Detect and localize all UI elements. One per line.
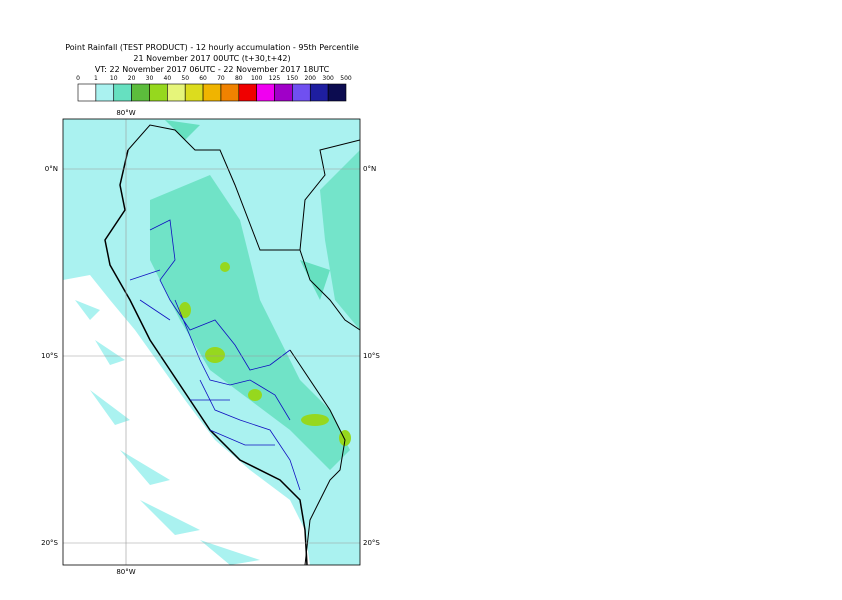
legend-label: 80 [235,75,243,82]
legend-label: 1 [94,75,98,82]
valid-time: VT: 22 November 2017 06UTC - 22 November… [95,65,330,74]
legend: 0 1 10 20 30 40 50 60 70 80 100 125 150 200 300 500 [76,75,352,102]
legend-label: 125 [269,75,281,82]
legend-label: 50 [181,75,189,82]
legend-swatch [131,83,150,102]
legend-swatch [256,83,275,102]
legend-swatch [113,83,132,102]
legend-swatch [309,83,329,102]
title: Point Rainfall (TEST PRODUCT) - 12 hourl… [65,43,359,52]
legend-label: 0 [76,75,80,82]
legend-label: 200 [305,75,317,82]
legend-swatch [149,83,168,102]
legend-label: 10 [110,75,118,82]
legend-swatch [292,83,311,102]
legend-swatch [77,83,97,102]
legend-swatch [184,83,204,102]
legend-swatch [167,83,186,102]
legend-label: 100 [251,75,263,82]
legend-label: 70 [217,75,225,82]
run-time: 21 November 2017 00UTC (t+30,t+42) [133,54,290,63]
lat-label: 20°S [363,539,380,547]
legend-swatch [327,83,347,102]
lat-label: 0°N [45,165,58,173]
legend-label: 150 [287,75,299,82]
lat-label: 20°S [41,539,58,547]
legend-label: 60 [199,75,207,82]
lon-label: 80°W [116,109,135,117]
legend-label: 30 [146,75,154,82]
map: 0°N 10°S 20°S 0°N 10°S 20°S 80°W 80°W [41,109,380,576]
legend-label: 20 [128,75,136,82]
legend-swatch [202,83,222,102]
lat-label: 10°S [41,352,58,360]
legend-swatch [274,83,293,102]
legend-label: 300 [322,75,334,82]
graticule [63,119,360,565]
legend-swatch [238,83,257,102]
lat-label: 0°N [363,165,376,173]
legend-swatch [95,83,115,102]
legend-label: 500 [340,75,352,82]
legend-label: 40 [164,75,172,82]
lon-label: 80°W [116,568,135,576]
legend-swatch [220,83,240,102]
lat-label: 10°S [363,352,380,360]
